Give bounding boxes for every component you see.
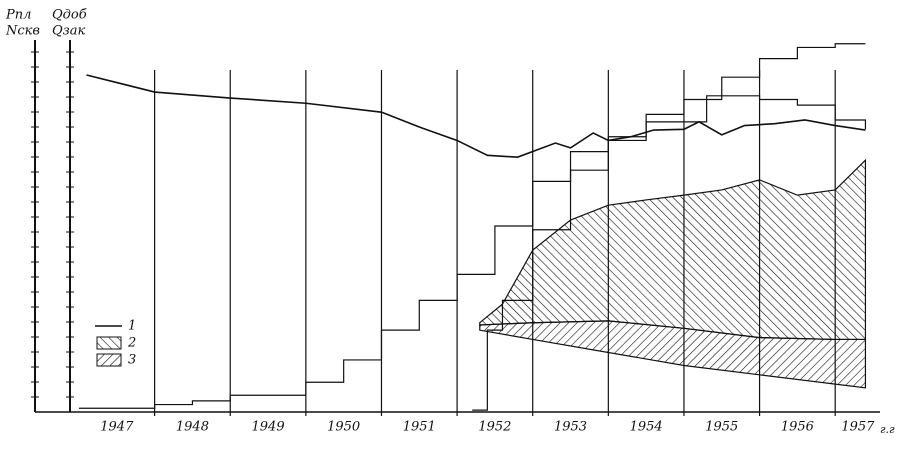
x-tick-label: 1947: [100, 420, 134, 435]
x-tick-label: 1956: [781, 420, 814, 435]
x-tick-label: 1949: [252, 420, 285, 435]
hatched-area: [479, 320, 867, 389]
hatched-area: [479, 158, 867, 341]
x-tick-label: 1957: [841, 420, 875, 435]
y-label: Qдоб: [52, 8, 87, 23]
y-label: Nскв: [5, 24, 40, 39]
legend-label: 2: [127, 336, 136, 351]
line: [86, 74, 866, 158]
legend-label: 1: [128, 319, 136, 334]
x-tick-label: 1954: [630, 420, 663, 435]
y-label: Qзак: [52, 24, 85, 39]
x-tick-label: 1953: [554, 420, 587, 435]
x-tick-label: 1948: [176, 420, 209, 435]
legend-swatch: [96, 336, 122, 350]
x-tick-label: 1951: [403, 420, 436, 435]
x-tick-label: 1952: [478, 420, 511, 435]
x-unit: г.г: [880, 423, 895, 436]
x-tick-label: 1955: [705, 420, 738, 435]
legend-label: 3: [128, 353, 136, 368]
x-tick-label: 1950: [327, 420, 360, 435]
step-line: [472, 95, 867, 411]
legend-swatch: [96, 353, 122, 367]
y-label: Pпл: [5, 8, 31, 23]
step-line: [79, 43, 866, 409]
